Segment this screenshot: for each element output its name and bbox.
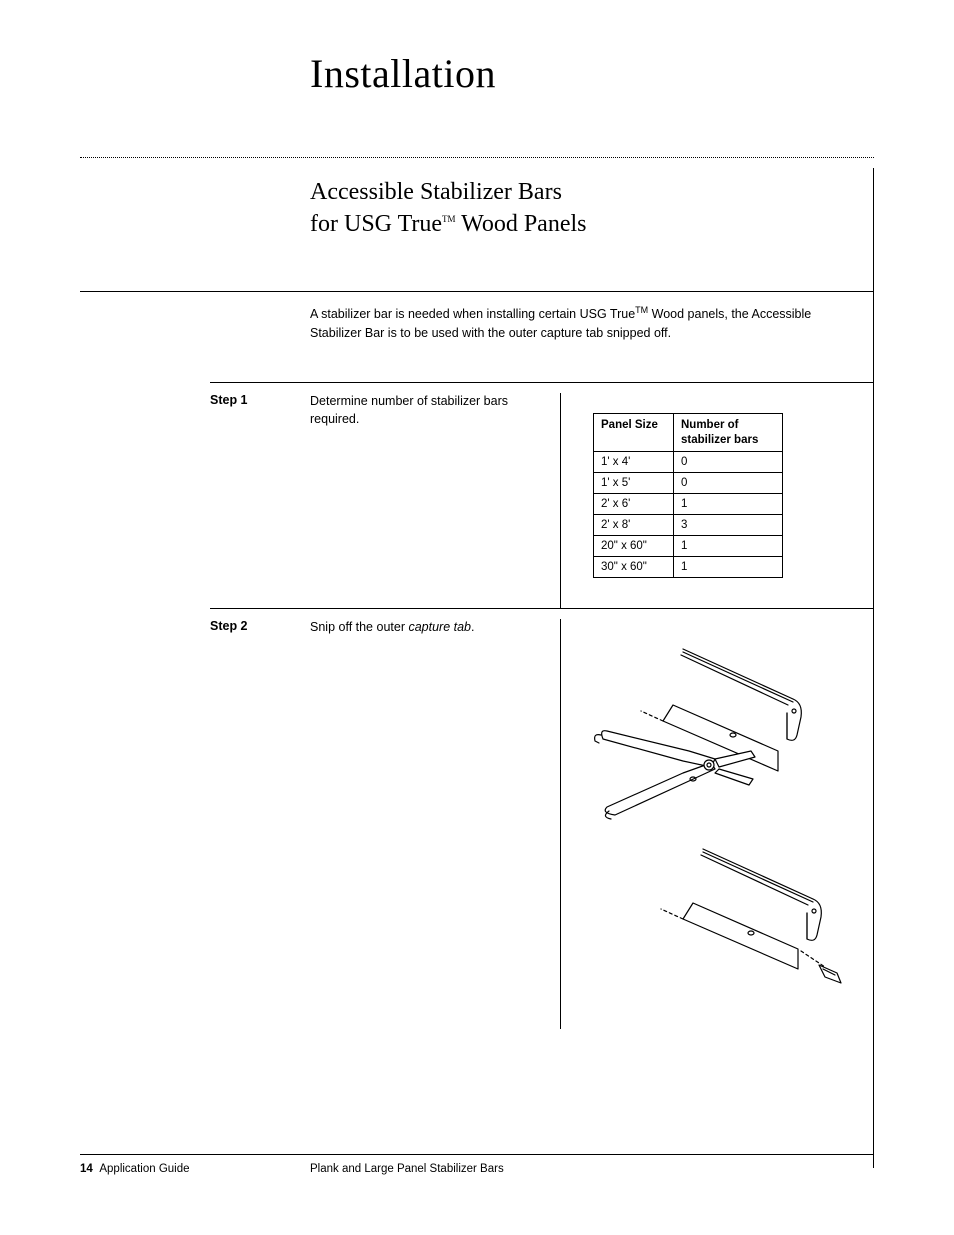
table-cell-bars: 1 xyxy=(674,557,783,578)
table-cell-bars: 0 xyxy=(674,452,783,473)
step-2-text: Snip off the outer capture tab. xyxy=(310,619,550,1029)
step-1-label: Step 1 xyxy=(210,393,310,608)
intro-pre: A stabilizer bar is needed when installi… xyxy=(310,307,635,321)
step-1-row: Step 1 Determine number of stabilizer ba… xyxy=(210,382,873,608)
footer-guide-label: Application Guide xyxy=(99,1163,189,1175)
section-title-line2-post: Wood Panels xyxy=(456,211,587,237)
table-row: 30" x 60"1 xyxy=(594,557,783,578)
table-cell-bars: 1 xyxy=(674,536,783,557)
table-row: 2' x 8'3 xyxy=(594,515,783,536)
content-frame: Accessible Stabilizer Bars for USG TrueT… xyxy=(80,168,874,1168)
trademark-symbol: TM xyxy=(635,305,648,315)
step-2-text-post: . xyxy=(471,620,474,634)
table-cell-bars: 3 xyxy=(674,515,783,536)
table-cell-size: 2' x 6' xyxy=(594,494,674,515)
table-cell-bars: 1 xyxy=(674,494,783,515)
footer-left: 14 Application Guide xyxy=(80,1163,310,1175)
table-cell-size: 1' x 4' xyxy=(594,452,674,473)
intro-paragraph: A stabilizer bar is needed when installi… xyxy=(310,304,873,343)
step-2-text-italic: capture tab xyxy=(408,620,471,634)
section-title-line1: Accessible Stabilizer Bars xyxy=(310,176,873,208)
footer-doc-title: Plank and Large Panel Stabilizer Bars xyxy=(310,1163,504,1175)
table-cell-size: 2' x 8' xyxy=(594,515,674,536)
step-2-text-pre: Snip off the outer xyxy=(310,620,408,634)
step-2-figure xyxy=(560,619,873,1029)
step-1-figure: Panel Size Number of stabilizer bars 1' … xyxy=(560,393,873,608)
footer-page-number: 14 xyxy=(80,1163,93,1175)
section-title-line2-pre: for USG True xyxy=(310,211,442,237)
step-1-text: Determine number of stabilizer bars requ… xyxy=(310,393,550,608)
step-2-row: Step 2 Snip off the outer capture tab. xyxy=(210,608,873,1029)
table-header-row: Panel Size Number of stabilizer bars xyxy=(594,414,783,452)
panel-size-table: Panel Size Number of stabilizer bars 1' … xyxy=(593,413,783,578)
table-header-bars: Number of stabilizer bars xyxy=(674,414,783,452)
table-cell-size: 1' x 5' xyxy=(594,473,674,494)
table-row: 1' x 5'0 xyxy=(594,473,783,494)
table-row: 2' x 6'1 xyxy=(594,494,783,515)
table-header-size: Panel Size xyxy=(594,414,674,452)
table-cell-size: 20" x 60" xyxy=(594,536,674,557)
table-cell-bars: 0 xyxy=(674,473,783,494)
section-title-line2: for USG TrueTM Wood Panels xyxy=(310,208,873,240)
page-main-title: Installation xyxy=(310,50,874,97)
step-2-label: Step 2 xyxy=(210,619,310,1029)
table-row: 1' x 4'0 xyxy=(594,452,783,473)
dotted-divider xyxy=(80,157,874,158)
page-footer: 14 Application Guide Plank and Large Pan… xyxy=(80,1154,874,1175)
trademark-symbol: TM xyxy=(442,214,456,224)
body-divider xyxy=(80,291,873,292)
table-cell-size: 30" x 60" xyxy=(594,557,674,578)
snip-diagram-icon xyxy=(593,639,853,999)
section-title: Accessible Stabilizer Bars for USG TrueT… xyxy=(310,168,873,241)
table-row: 20" x 60"1 xyxy=(594,536,783,557)
